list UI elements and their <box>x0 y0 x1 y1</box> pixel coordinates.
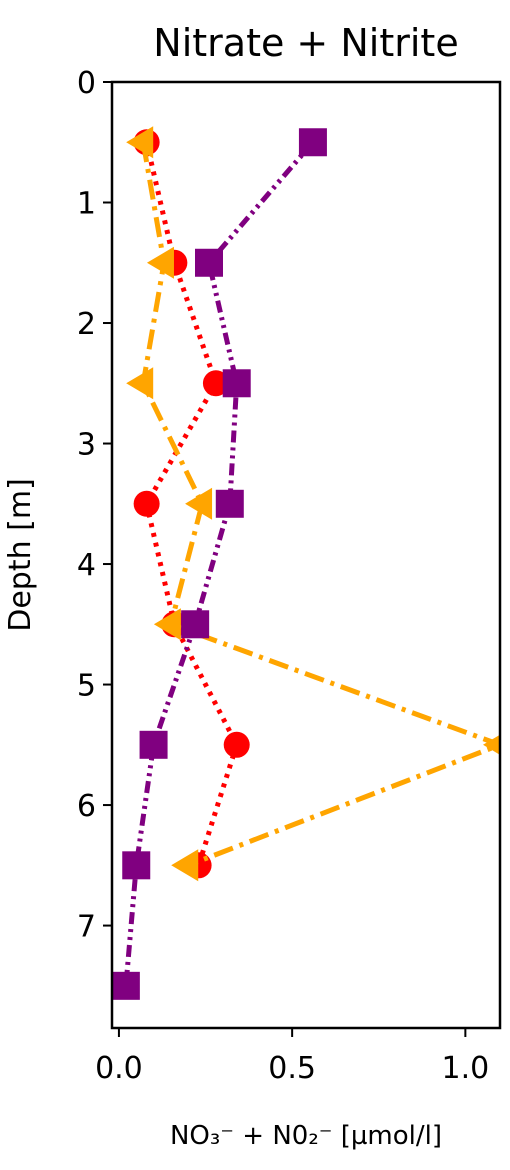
x-tick-label: 0.5 <box>268 1051 316 1086</box>
y-tick-label: 3 <box>77 428 96 463</box>
y-tick-label: 0 <box>77 66 96 101</box>
series-3-point-6 <box>139 730 168 759</box>
series-3 <box>112 128 327 1000</box>
series-3-point-4 <box>215 489 244 518</box>
y-tick-label: 4 <box>77 548 96 583</box>
chart-title: Nitrate + Nitrite <box>153 21 458 65</box>
series-3-point-7 <box>122 851 151 880</box>
series-3-point-8 <box>112 971 140 1000</box>
plot-frame <box>110 80 502 1030</box>
series-2-point-3 <box>126 367 154 400</box>
y-tick-label: 6 <box>77 789 96 824</box>
series-2 <box>126 126 500 882</box>
series-2-point-5 <box>153 608 181 641</box>
y-tick-label: 5 <box>77 669 96 704</box>
series-1-point-4 <box>133 490 160 517</box>
y-tick-label: 7 <box>77 910 96 945</box>
y-tick-label: 2 <box>77 307 96 342</box>
y-axis-label: Depth [m] <box>3 478 38 632</box>
x-tick-label: 0.0 <box>95 1051 143 1086</box>
series-1-point-3 <box>202 370 229 397</box>
series-3-point-2 <box>195 248 223 277</box>
series-1-point-6 <box>223 731 250 758</box>
series-2-point-2 <box>146 246 174 279</box>
series-2-point-1 <box>126 126 154 159</box>
series-2-point-7 <box>171 849 199 882</box>
series-2-point-6 <box>483 734 500 755</box>
x-axis-label: NO₃⁻ + N0₂⁻ [µmol/l] <box>170 1121 442 1151</box>
y-tick-label: 1 <box>77 187 96 222</box>
series-2-point-4 <box>185 487 213 520</box>
series-3-line <box>123 140 315 987</box>
plot-area <box>112 126 500 1000</box>
x-tick-label: 1.0 <box>441 1051 489 1086</box>
axes: 0 1 2 3 4 5 6 7 0.0 0.5 1.0 <box>77 66 502 1086</box>
series-3-point-1 <box>298 128 327 157</box>
series-3-point-5 <box>181 610 210 639</box>
series-3-point-3 <box>222 369 251 398</box>
